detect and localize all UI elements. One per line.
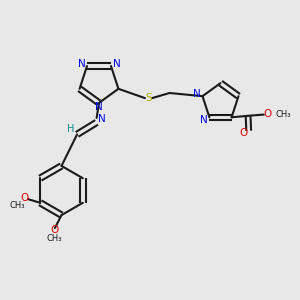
Text: CH₃: CH₃ (9, 201, 25, 210)
Text: H: H (67, 124, 74, 134)
Text: O: O (239, 128, 248, 138)
Text: N: N (200, 115, 207, 125)
Text: N: N (193, 89, 200, 99)
Text: O: O (263, 109, 272, 119)
Text: N: N (98, 114, 106, 124)
Text: CH₃: CH₃ (46, 234, 62, 243)
Text: O: O (20, 193, 29, 203)
Text: CH₃: CH₃ (275, 110, 291, 119)
Text: S: S (145, 93, 152, 103)
Text: N: N (78, 58, 86, 69)
Text: O: O (50, 225, 58, 235)
Text: N: N (112, 58, 120, 69)
Text: N: N (95, 102, 103, 112)
